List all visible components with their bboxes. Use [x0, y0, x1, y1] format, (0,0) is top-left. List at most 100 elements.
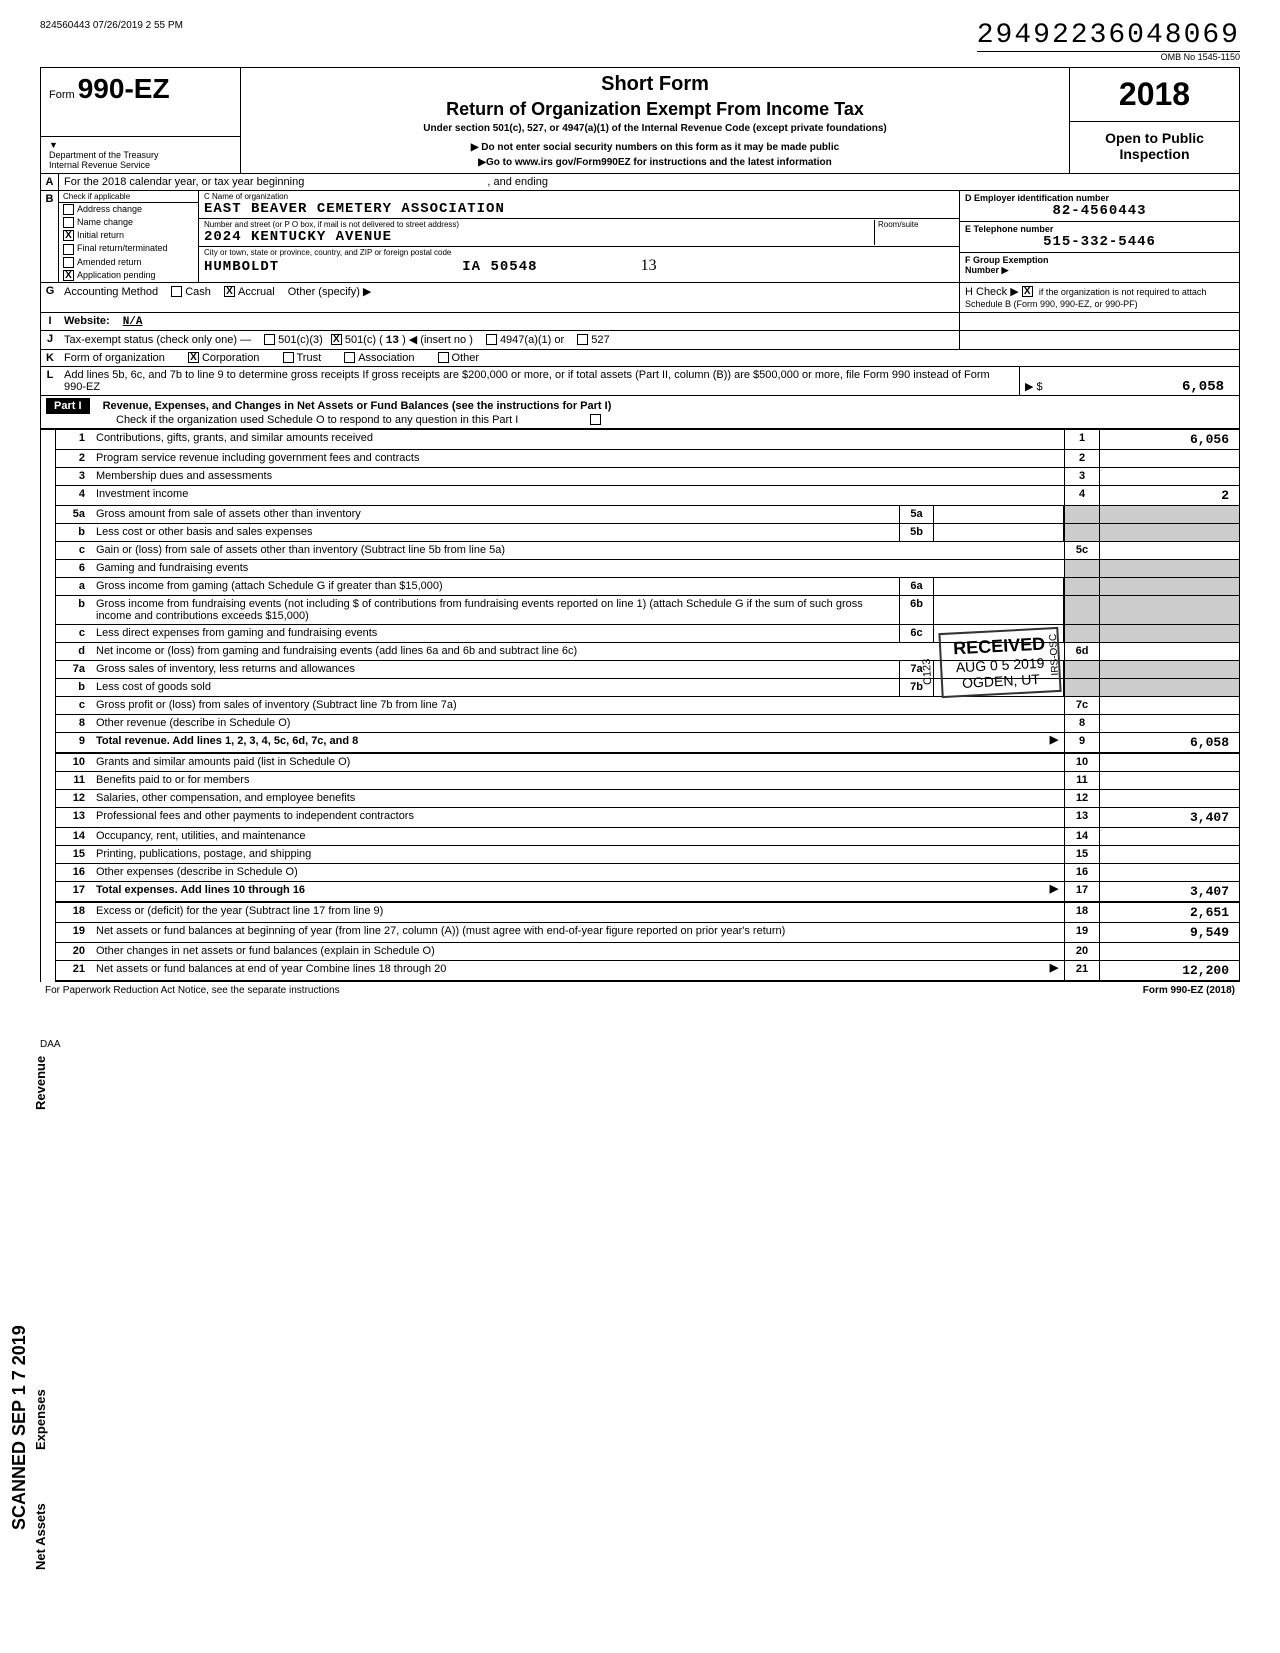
chk-final[interactable] — [63, 244, 74, 255]
form-header: Form 990-EZ ▼ Department of the Treasury… — [40, 67, 1240, 174]
insert-no: 13 — [386, 335, 399, 347]
line-15-amt — [1099, 846, 1239, 863]
line-5b-desc: Less cost or other basis and sales expen… — [91, 524, 899, 541]
stamp-location: OGDEN, UT — [955, 671, 1048, 692]
section-l-text: Add lines 5b, 6c, and 7b to line 9 to de… — [59, 367, 1019, 395]
line-11-amt — [1099, 772, 1239, 789]
room-label: Room/suite — [878, 220, 954, 229]
form-number: 990-EZ — [78, 73, 170, 104]
line-12-amt — [1099, 790, 1239, 807]
chk-501c3[interactable] — [264, 334, 275, 345]
line-6a-desc: Gross income from gaming (attach Schedul… — [91, 578, 899, 595]
line-17-desc: Total expenses. Add lines 10 through 16 — [91, 882, 1044, 901]
i-label: Website: — [64, 315, 110, 327]
line-6b-desc: Gross income from fundraising events (no… — [91, 596, 899, 624]
line-2-desc: Program service revenue including govern… — [91, 450, 1064, 467]
footer-right: Form 990-EZ (2018) — [1143, 985, 1235, 996]
l-arrow: ▶ $ — [1020, 378, 1048, 395]
check-if-applicable: Check if applicable — [59, 191, 198, 203]
line-12-desc: Salaries, other compensation, and employ… — [91, 790, 1064, 807]
chk-amended[interactable] — [63, 257, 74, 268]
chk-accrual[interactable]: X — [224, 286, 235, 297]
part1-title: Revenue, Expenses, and Changes in Net As… — [103, 400, 612, 412]
hand-13: 13 — [641, 257, 657, 274]
line-3-desc: Membership dues and assessments — [91, 468, 1064, 485]
part1-check-text: Check if the organization used Schedule … — [116, 414, 518, 426]
line-20-amt — [1099, 943, 1239, 960]
line-6-desc: Gaming and fundraising events — [91, 560, 1064, 577]
chk-h[interactable]: X — [1022, 286, 1033, 297]
line-6d-amt — [1099, 643, 1239, 660]
line-4-desc: Investment income — [91, 486, 1064, 505]
org-name: EAST BEAVER CEMETERY ASSOCIATION — [204, 201, 954, 217]
line-7c-desc: Gross profit or (loss) from sales of inv… — [91, 697, 1064, 714]
chk-address[interactable] — [63, 204, 74, 215]
line-10-desc: Grants and similar amounts paid (list in… — [91, 754, 1064, 771]
f-label: F Group Exemption — [965, 255, 1234, 265]
chk-4947[interactable] — [486, 334, 497, 345]
side-expenses: Expenses — [33, 1389, 48, 1450]
lbl-cash: Cash — [185, 286, 211, 298]
line-21-amt: 12,200 — [1099, 961, 1239, 980]
street-address: 2024 KENTUCKY AVENUE — [204, 229, 874, 245]
line-17-amt: 3,407 — [1099, 882, 1239, 901]
print-timestamp: 824560443 07/26/2019 2 55 PM — [40, 20, 183, 62]
section-a-text: For the 2018 calendar year, or tax year … — [64, 176, 304, 188]
line-19-amt: 9,549 — [1099, 923, 1239, 942]
form-label: Form — [49, 89, 75, 101]
lbl-501c-b: ) ◀ (insert no ) — [402, 334, 473, 346]
d-label: D Employer identification number — [965, 193, 1234, 203]
k-label: Form of organization — [64, 352, 165, 364]
stamp-c123: C123 — [921, 658, 934, 685]
line-5c-desc: Gain or (loss) from sale of assets other… — [91, 542, 1064, 559]
f-label2: Number ▶ — [965, 265, 1234, 276]
side-scanned: SCANNED SEP 1 7 2019 — [9, 1325, 30, 1530]
website: N/A — [123, 316, 143, 328]
line-21-desc: Net assets or fund balances at end of ye… — [91, 961, 1044, 980]
section-a: A For the 2018 calendar year, or tax yea… — [40, 174, 1240, 191]
line-11-desc: Benefits paid to or for members — [91, 772, 1064, 789]
line-18-amt: 2,651 — [1099, 903, 1239, 922]
l-amount: 6,058 — [1048, 379, 1239, 395]
g-label: Accounting Method — [64, 286, 158, 298]
form-title-3: Under section 501(c), 527, or 4947(a)(1)… — [251, 123, 1059, 134]
chk-other-org[interactable] — [438, 352, 449, 363]
form-title-4: ▶ Do not enter social security numbers o… — [251, 142, 1059, 153]
line-13-amt: 3,407 — [1099, 808, 1239, 827]
chk-initial[interactable]: X — [63, 230, 74, 241]
section-b: B Check if applicable Address change Nam… — [40, 191, 1240, 283]
line-13-desc: Professional fees and other payments to … — [91, 808, 1064, 827]
chk-trust[interactable] — [283, 352, 294, 363]
line-6c-desc: Less direct expenses from gaming and fun… — [91, 625, 899, 642]
chk-501c[interactable]: X — [331, 334, 342, 345]
addr-label: Number and street (or P O box, if mail i… — [204, 220, 874, 229]
j-label: Tax-exempt status (check only one) — — [64, 334, 251, 346]
line-6d-desc: Net income or (loss) from gaming and fun… — [91, 643, 1064, 660]
dln-stamp: 29492236048069 — [977, 20, 1240, 51]
e-label: E Telephone number — [965, 224, 1234, 234]
form-title-5: ▶Go to www.irs gov/Form990EZ for instruc… — [251, 157, 1059, 168]
lbl-amended: Amended return — [77, 257, 142, 267]
line-5c-amt — [1099, 542, 1239, 559]
line-20-desc: Other changes in net assets or fund bala… — [91, 943, 1064, 960]
chk-pending[interactable]: X — [63, 270, 74, 281]
chk-cash[interactable] — [171, 286, 182, 297]
line-7c-amt — [1099, 697, 1239, 714]
footer-daa: DAA — [40, 1039, 1240, 1050]
line-10-amt — [1099, 754, 1239, 771]
ein: 82-4560443 — [965, 203, 1234, 219]
lbl-4947: 4947(a)(1) or — [500, 334, 564, 346]
lbl-other-org: Other — [452, 352, 480, 364]
public-inspection: Open to Public Inspection — [1070, 122, 1239, 173]
chk-corp[interactable]: X — [188, 352, 199, 363]
chk-name[interactable] — [63, 217, 74, 228]
chk-assoc[interactable] — [344, 352, 355, 363]
lbl-initial: Initial return — [77, 230, 124, 240]
line-4-amt: 2 — [1099, 486, 1239, 505]
state-zip: IA 50548 — [462, 259, 537, 275]
lbl-pending: Application pending — [77, 270, 156, 280]
chk-527[interactable] — [577, 334, 588, 345]
c-label: C Name of organization — [204, 192, 954, 201]
lbl-501c3: 501(c)(3) — [278, 334, 323, 346]
chk-part1[interactable] — [590, 414, 601, 425]
